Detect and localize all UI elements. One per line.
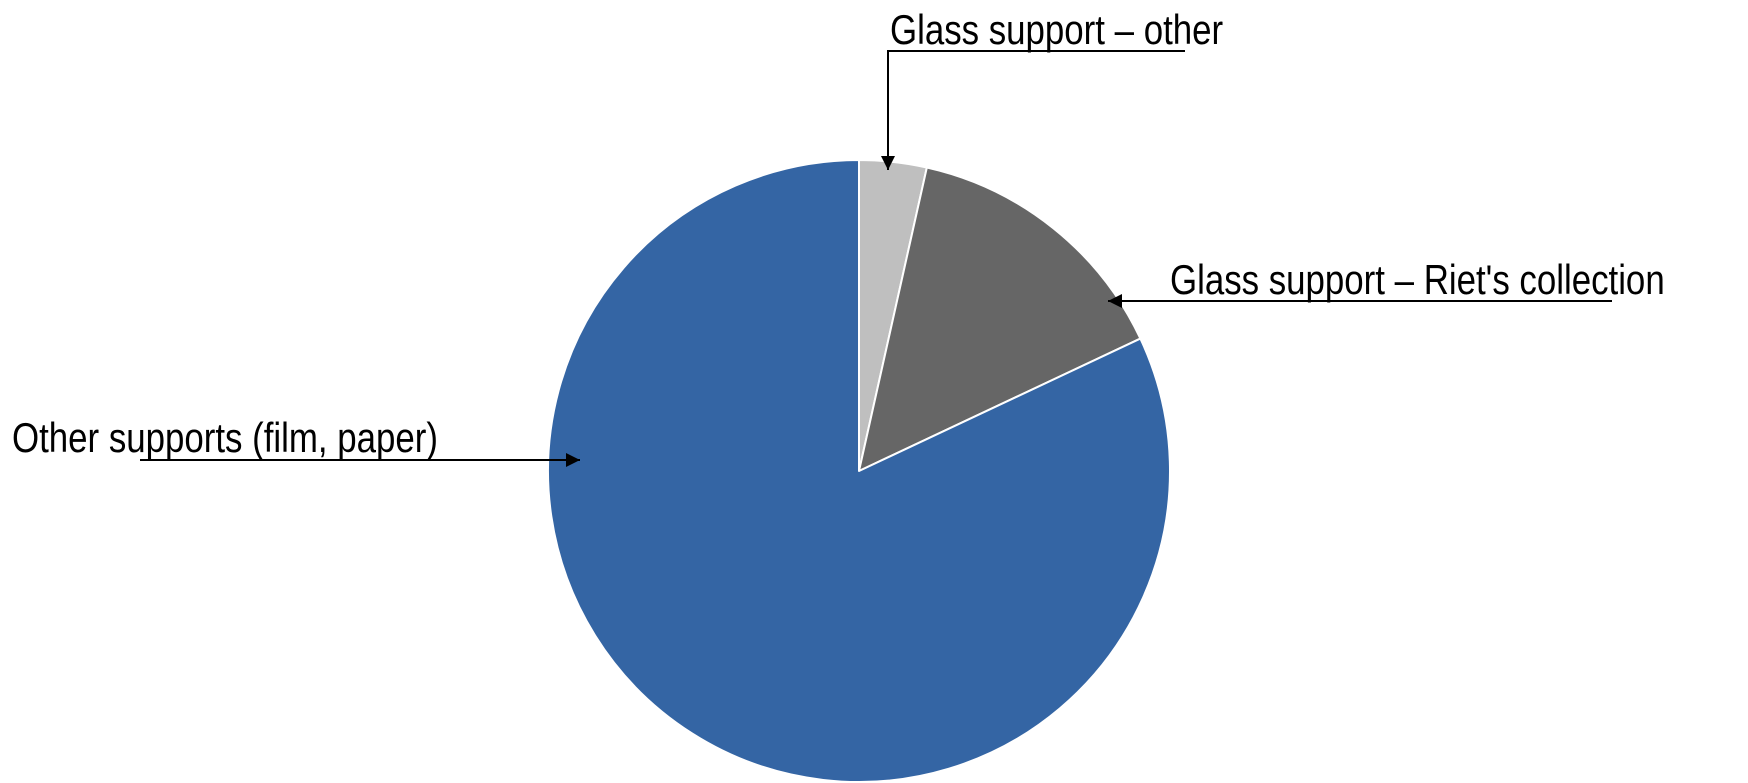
slice-label-other-supports: Other supports (film, paper)	[12, 415, 438, 462]
callout-glass-other: Glass support – other	[881, 7, 1223, 170]
pie-slice-other-supports	[547, 159, 1171, 783]
slices-group	[547, 159, 1171, 783]
callout-glass-riet: Glass support – Riet's collection	[1108, 257, 1665, 308]
slice-label-glass-riet: Glass support – Riet's collection	[1170, 257, 1665, 304]
leader-line-glass-other	[881, 50, 1185, 170]
pie-slice-glass-riet	[858, 166, 1142, 472]
callout-other-supports: Other supports (film, paper)	[12, 415, 580, 467]
slice-label-glass-other: Glass support – other	[890, 7, 1223, 54]
